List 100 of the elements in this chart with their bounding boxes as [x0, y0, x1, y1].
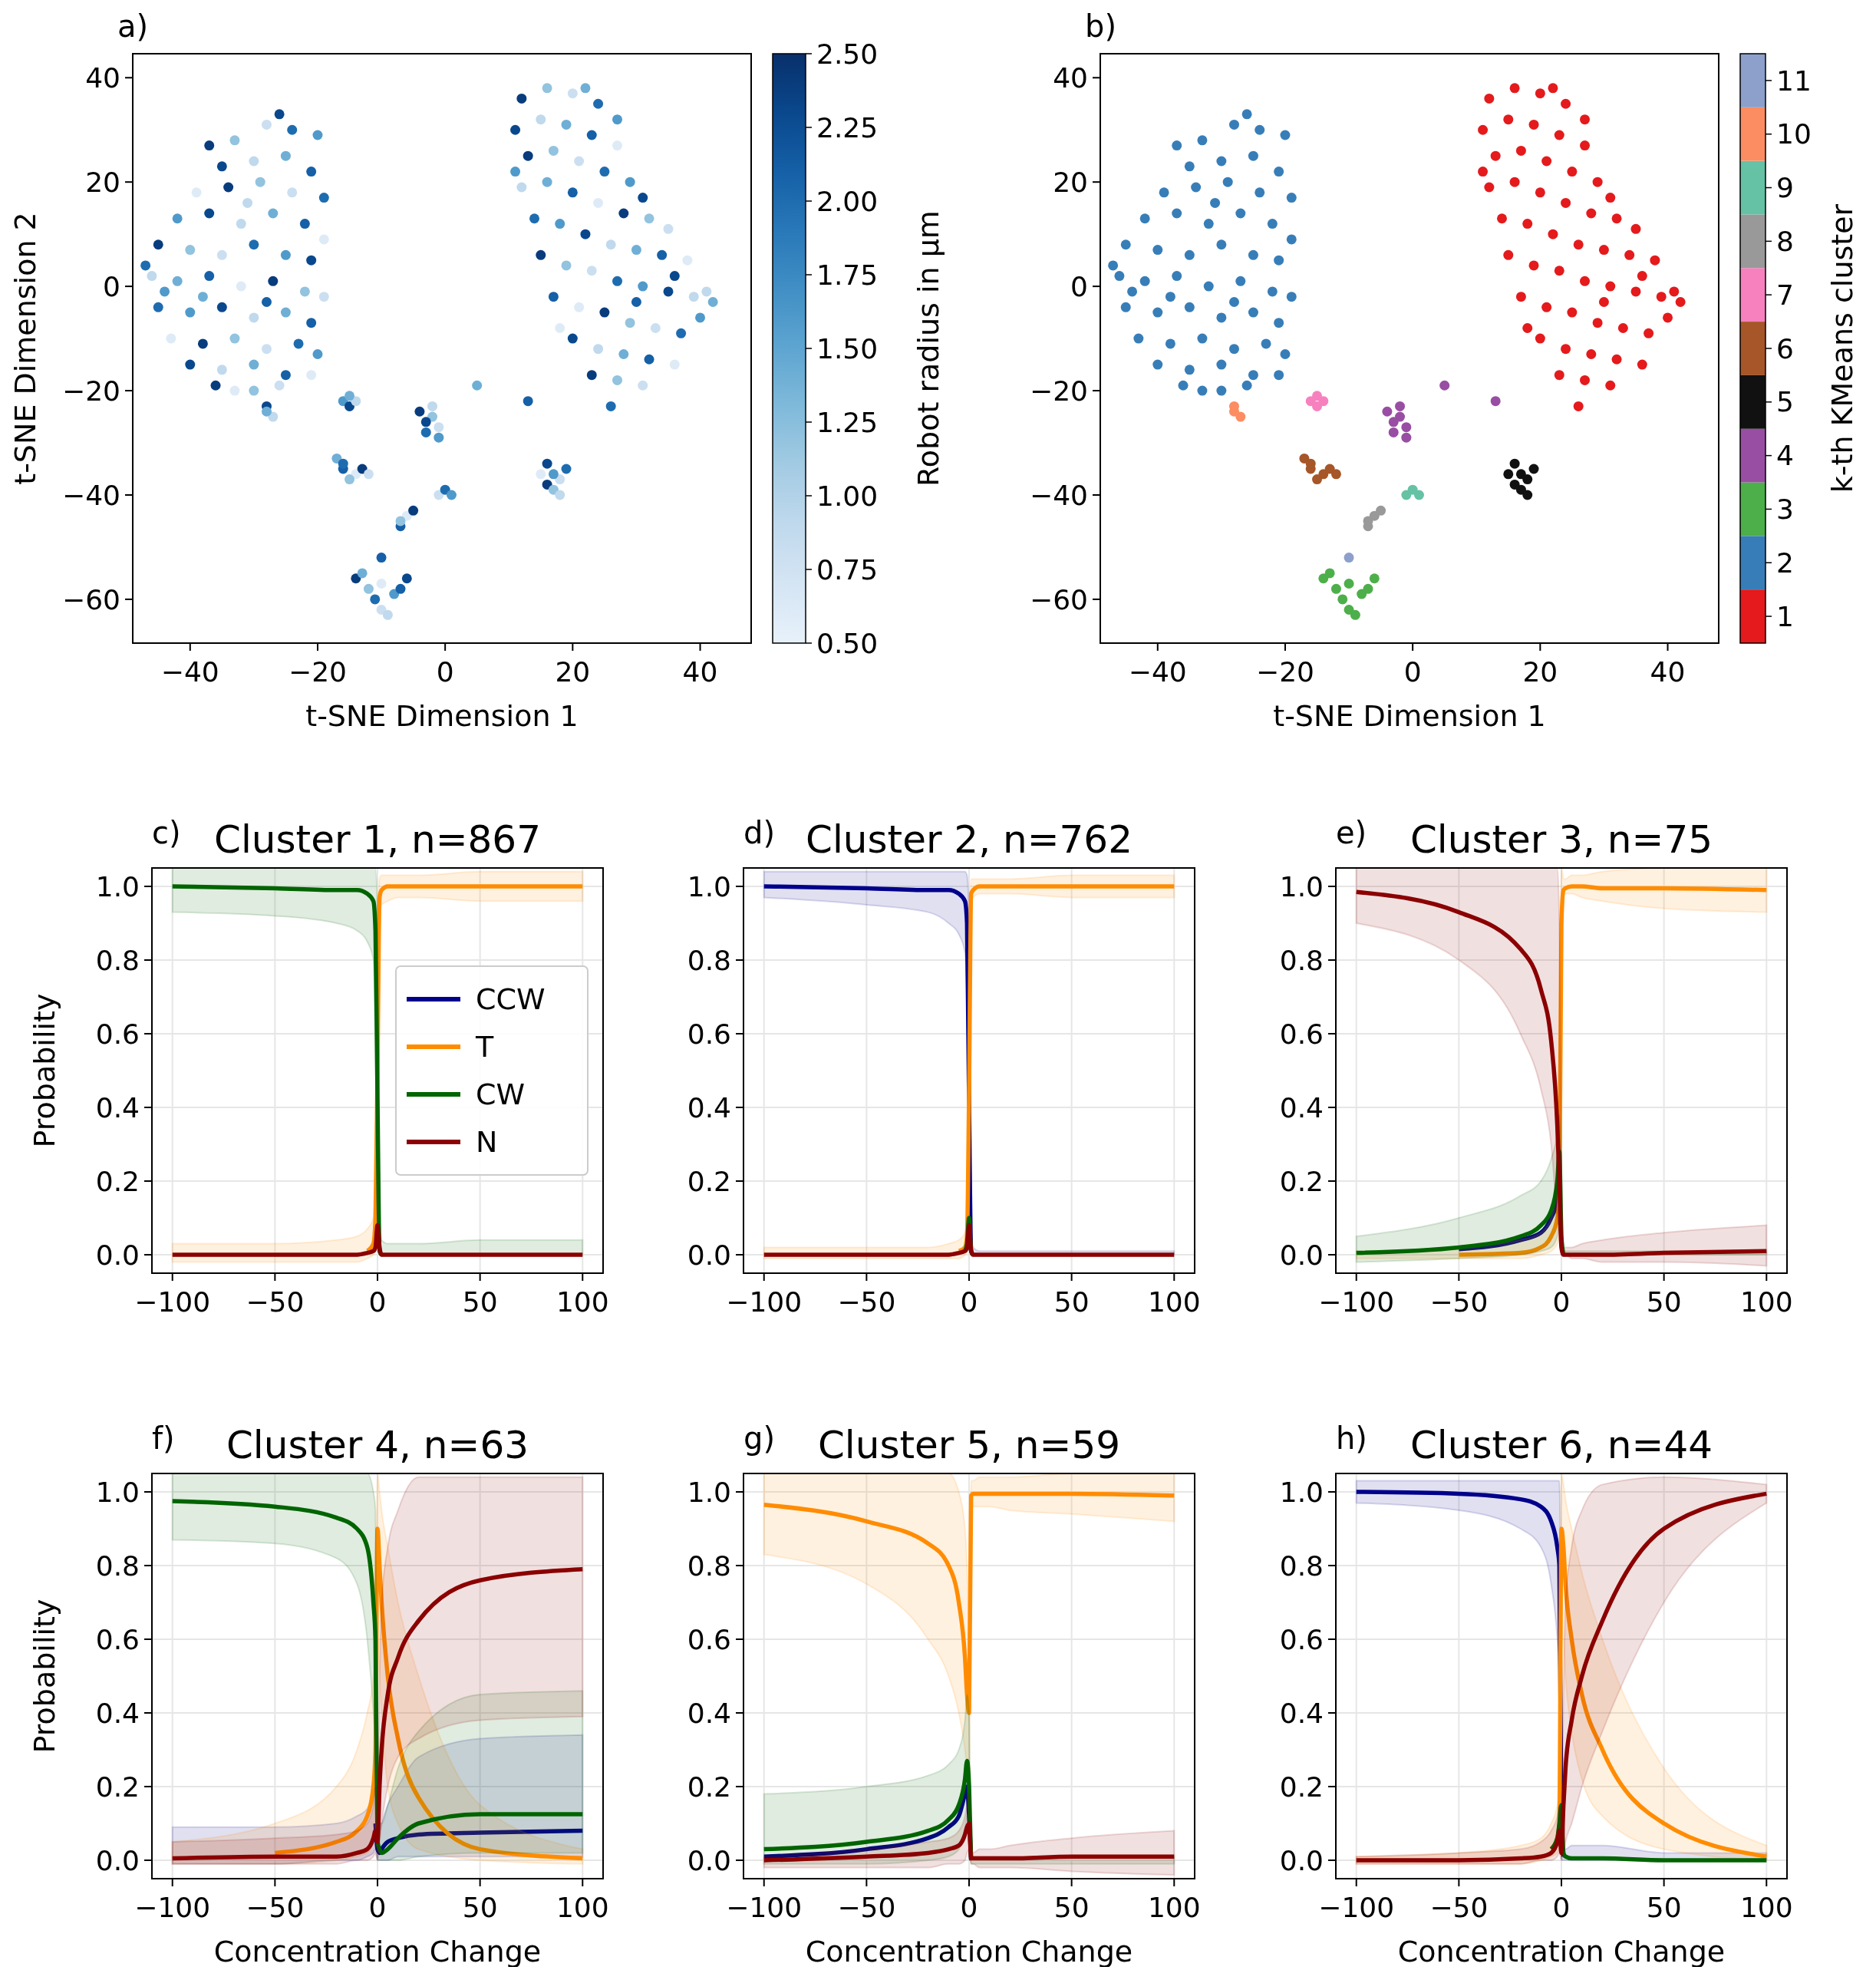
point [1197, 135, 1208, 146]
y-tick-label: 0.2 [687, 1165, 731, 1197]
point [1413, 490, 1424, 500]
legend-label: 11 [1776, 64, 1812, 97]
point [1133, 333, 1144, 344]
y-tick-label: 0.0 [1279, 1844, 1324, 1876]
point [1172, 271, 1182, 282]
y-tick-label: 1.0 [687, 870, 731, 903]
point [1248, 150, 1258, 161]
point [1241, 380, 1252, 391]
point [1280, 130, 1291, 140]
text: f) [152, 1421, 175, 1456]
point [1274, 255, 1284, 266]
point [1184, 161, 1195, 172]
x-tick-label: −50 [1429, 1892, 1489, 1923]
y-tick-label: 0.2 [95, 1165, 140, 1197]
y-tick-label: 0.0 [687, 1844, 731, 1876]
x-tick-label: 50 [462, 1892, 498, 1923]
point [1598, 245, 1609, 256]
point [1248, 249, 1258, 260]
x-tick-label: −100 [726, 1892, 803, 1923]
point [1586, 208, 1597, 219]
point [1509, 458, 1520, 469]
point [1490, 396, 1501, 407]
point [1637, 359, 1647, 370]
point [1611, 213, 1622, 224]
point [1274, 318, 1284, 328]
x-tick-label: 100 [556, 1286, 609, 1318]
y-tick-label: 1.0 [95, 870, 140, 903]
y-tick-label: 1.0 [1279, 1476, 1324, 1508]
point [1567, 307, 1578, 318]
point [1299, 453, 1310, 464]
point [1344, 579, 1354, 589]
point [1573, 401, 1584, 411]
point [1630, 223, 1641, 234]
point [1496, 213, 1507, 224]
point [1222, 177, 1233, 187]
point [1178, 380, 1189, 391]
point [1216, 156, 1227, 167]
point [1344, 605, 1354, 615]
legend-label: 4 [1776, 440, 1794, 472]
text: d) [743, 815, 775, 850]
y-tick-label: 0.2 [95, 1770, 140, 1803]
legend-label: 8 [1776, 225, 1794, 257]
chart-title: Cluster 5, n=59 [817, 1423, 1121, 1467]
point [1515, 145, 1526, 156]
x-tick-label: 100 [1739, 1892, 1793, 1923]
point [1605, 281, 1616, 292]
point [1611, 354, 1622, 365]
point [1605, 380, 1616, 391]
point [1216, 239, 1227, 250]
y-tick-label: 0.0 [95, 1239, 140, 1271]
color-bar-label: 1.50 [816, 332, 879, 365]
point [1286, 292, 1297, 302]
point [1229, 119, 1239, 130]
chart-title: Cluster 6, n=44 [1409, 1423, 1713, 1467]
y-tick-label: 20 [85, 166, 120, 198]
point [1114, 271, 1125, 282]
y-tick-label: 0.2 [687, 1770, 731, 1803]
y-tick-label: 40 [1053, 61, 1088, 94]
point [1522, 474, 1533, 485]
y-axis-title: t-SNE Dimension 2 [8, 212, 43, 485]
y-tick-label: 0.6 [95, 1018, 140, 1050]
chart-title: Cluster 4, n=63 [226, 1423, 529, 1467]
x-tick-label: 0 [1403, 656, 1422, 688]
point [1561, 98, 1571, 109]
point [1528, 260, 1539, 271]
x-tick-label: −100 [134, 1286, 211, 1318]
text: h) [1336, 1421, 1367, 1456]
x-tick-label: 20 [555, 656, 591, 688]
point [1324, 568, 1335, 579]
x-tick-label: 0 [436, 656, 454, 688]
point [1330, 583, 1341, 594]
point [1554, 130, 1564, 140]
point [1484, 93, 1495, 104]
point [1191, 182, 1202, 193]
point [1184, 249, 1195, 260]
point [1165, 292, 1175, 302]
point [1318, 573, 1329, 584]
color-bar-label: 1.00 [816, 480, 879, 512]
point [1503, 114, 1514, 125]
point [1522, 490, 1533, 500]
text: e) [1336, 815, 1367, 850]
point [1567, 167, 1578, 177]
y-tick-label: 0.2 [1279, 1165, 1324, 1197]
text: g) [743, 1421, 775, 1456]
point [1312, 474, 1323, 485]
point [1274, 167, 1284, 177]
point [1395, 401, 1406, 411]
point [1561, 197, 1571, 208]
color-bar-label: 1.25 [816, 406, 879, 438]
y-tick-label: −20 [62, 375, 120, 407]
y-tick-label: 40 [85, 61, 120, 94]
point [1663, 312, 1673, 323]
point [1235, 208, 1246, 219]
text: b) [1085, 8, 1116, 44]
point [1548, 229, 1558, 239]
point [1503, 469, 1514, 480]
point [1656, 292, 1667, 302]
point [1216, 359, 1227, 370]
